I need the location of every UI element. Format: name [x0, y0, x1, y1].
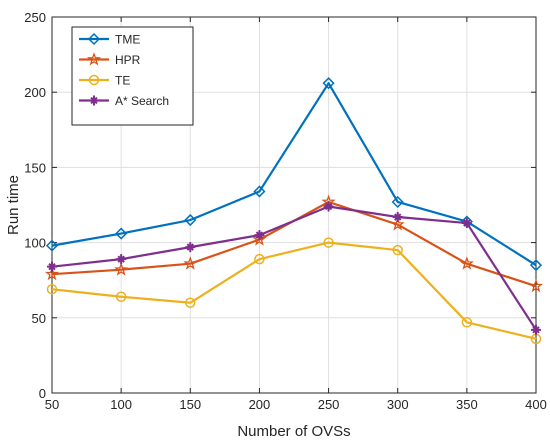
series-line-a-search: [51, 205, 537, 331]
legend-label-hpr: HPR: [115, 53, 141, 67]
legend-entry-tme: TME: [79, 33, 140, 47]
legend-entry-a-search: A* Search: [79, 94, 169, 108]
x-tick-label: 250: [318, 397, 340, 412]
y-tick-label: 150: [24, 160, 46, 175]
y-axis-label: Run time: [5, 175, 22, 235]
legend-marker-hpr: [86, 52, 102, 66]
data-point-te: [185, 297, 196, 309]
data-point-hpr: [528, 278, 544, 293]
data-point-a-search: [116, 254, 127, 265]
data-point-a-search: [461, 218, 472, 229]
x-tick-label: 300: [387, 397, 409, 412]
y-tick-label: 250: [24, 10, 46, 25]
data-point-hpr: [459, 256, 474, 270]
legend-entry-te: TE: [79, 74, 130, 88]
series-te: [46, 237, 542, 345]
x-tick-label: 100: [110, 397, 132, 412]
legend-label-te: TE: [115, 74, 130, 88]
data-point-te: [323, 237, 334, 248]
legend-marker-te: [88, 74, 100, 86]
data-point-te: [115, 291, 127, 302]
y-tick-label: 200: [24, 85, 46, 100]
y-tick-label: 50: [32, 311, 46, 326]
series-line-tme: [51, 82, 537, 267]
plot-frame: [51, 16, 537, 394]
legend-label-a-search: A* Search: [115, 94, 169, 108]
series: [44, 77, 544, 345]
x-tick-label: 350: [456, 397, 478, 412]
data-point-hpr: [44, 266, 60, 281]
data-point-hpr: [390, 217, 405, 231]
legend-marker-a-search: [89, 95, 99, 106]
data-point-tme: [529, 259, 543, 272]
data-point-tme: [115, 227, 128, 240]
legend-label-tme: TME: [115, 33, 140, 47]
data-point-a-search: [254, 230, 265, 241]
data-point-tme: [253, 185, 266, 198]
data-point-hpr: [252, 232, 267, 246]
data-point-te: [392, 244, 403, 256]
data-point-te: [46, 283, 58, 295]
x-tick-label: 150: [179, 397, 201, 412]
legend-entry-hpr: HPR: [79, 52, 141, 67]
data-point-tme: [391, 195, 404, 209]
legend: TME HPR TE A* Search: [71, 26, 194, 126]
data-point-a-search: [185, 242, 196, 253]
data-point-a-search: [531, 324, 541, 335]
data-point-tme: [45, 239, 59, 252]
data-point-te: [461, 317, 473, 328]
data-point-te: [254, 253, 265, 265]
data-point-a-search: [47, 261, 57, 272]
x-tick-label: 400: [525, 397, 547, 412]
data-point-a-search: [323, 201, 334, 212]
y-tick-label: 100: [24, 236, 46, 251]
data-point-hpr: [183, 256, 198, 270]
x-tick-label: 50: [45, 397, 59, 412]
data-point-a-search: [392, 212, 403, 223]
data-point-hpr: [114, 262, 129, 276]
series-a-search: [47, 201, 541, 335]
series-line-te: [51, 241, 537, 340]
data-point-tme: [322, 77, 335, 90]
series-tme: [45, 77, 543, 272]
x-axis-label: Number of OVSs: [237, 423, 350, 440]
data-point-tme: [184, 213, 197, 227]
legend-marker-tme: [87, 32, 101, 46]
y-tick-label: 0: [39, 386, 46, 401]
x-tick-label: 200: [249, 397, 271, 412]
